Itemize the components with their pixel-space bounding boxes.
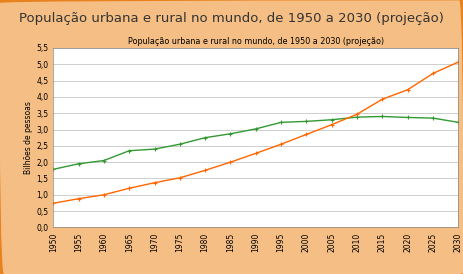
Y-axis label: Bilhões de pessoas: Bilhões de pessoas [25, 101, 33, 174]
Title: População urbana e rural no mundo, de 1950 a 2030 (projeção): População urbana e rural no mundo, de 19… [128, 37, 384, 46]
Text: População urbana e rural no mundo, de 1950 a 2030 (projeção): População urbana e rural no mundo, de 19… [19, 12, 444, 25]
